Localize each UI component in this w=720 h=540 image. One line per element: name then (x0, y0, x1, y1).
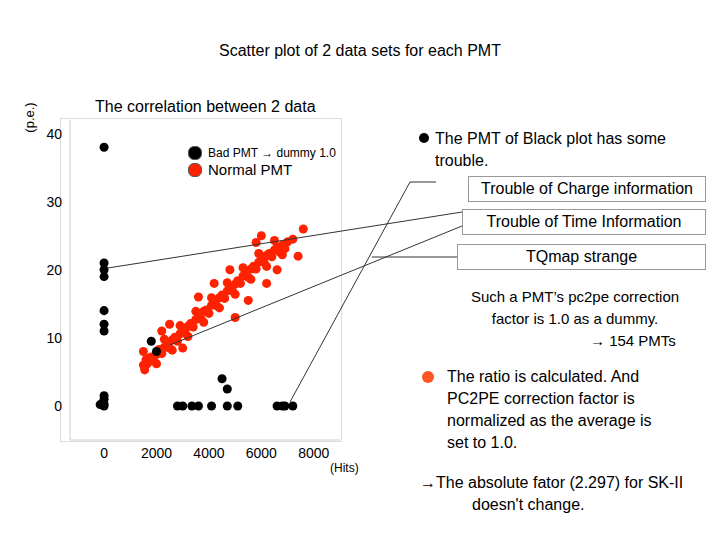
html-text:factor is 1.0 as a dummy.: factor is 1.0 as a dummy. (491, 310, 659, 327)
svg-text:4000: 4000 (193, 445, 224, 461)
html-text:→ 154 PMTs: → 154 PMTs (590, 332, 676, 349)
html-text:Trouble of Time Information: Trouble of Time Information (486, 213, 682, 230)
svg-text:40: 40 (46, 126, 62, 142)
svg-text:30: 30 (46, 194, 62, 210)
html-text:The PMT of Black plot has some: The PMT of Black plot has some trouble. (435, 130, 666, 169)
svg-text:10: 10 (46, 330, 62, 346)
svg-text:0: 0 (54, 398, 62, 414)
html-text:(p.e.): (p.e.) (21, 102, 37, 133)
svg-text:8000: 8000 (298, 445, 329, 461)
html-text:Scatter plot of 2 data sets fo: Scatter plot of 2 data sets for each PMT (219, 42, 501, 59)
html-text:doesn't change.: doesn't change. (472, 496, 585, 513)
html-text:(Hits): (Hits) (330, 461, 359, 475)
svg-text:0: 0 (100, 445, 108, 461)
html-text:→The absolute fator (2.297) fo: →The absolute fator (2.297) for SK-II (420, 474, 684, 491)
svg-text:6000: 6000 (246, 445, 277, 461)
svg-text:2000: 2000 (141, 445, 172, 461)
html-text:Trouble of Charge information: Trouble of Charge information (481, 180, 693, 197)
html-text:TQmap strange: TQmap strange (525, 248, 638, 265)
html-text:Bad PMT → dummy 1.0: Bad PMT → dummy 1.0 (208, 145, 336, 160)
html-text:PC2PE correction factor is: PC2PE correction factor is (447, 390, 635, 407)
html-text:normalized as the average is: normalized as the average is (447, 412, 652, 429)
svg-text:20: 20 (46, 262, 62, 278)
html-text:set to 1.0.: set to 1.0. (447, 434, 518, 451)
html-text:The correlation between 2 data: The correlation between 2 data (95, 98, 316, 115)
html-text:The ratio is calculated. And: The ratio is calculated. And (447, 368, 640, 385)
html-text:Normal PMT: Normal PMT (208, 161, 293, 178)
html-text:Such a PMT’s pc2pe correction: Such a PMT’s pc2pe correction (470, 288, 680, 305)
